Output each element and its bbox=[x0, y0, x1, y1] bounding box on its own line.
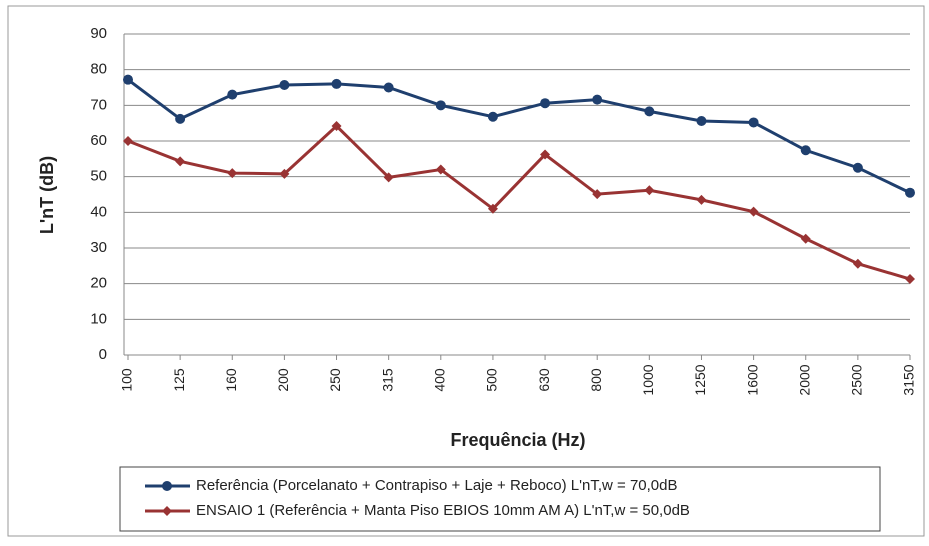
point bbox=[592, 189, 603, 200]
y-tick-label: 40 bbox=[90, 203, 107, 220]
x-tick-label: 630 bbox=[536, 368, 552, 392]
legend-label: ENSAIO 1 (Referência + Manta Piso EBIOS … bbox=[196, 502, 690, 519]
x-tick-label: 160 bbox=[223, 368, 239, 392]
point bbox=[279, 168, 290, 179]
x-tick-label: 3150 bbox=[901, 364, 917, 395]
point bbox=[487, 203, 498, 214]
y-tick-label: 50 bbox=[90, 168, 107, 185]
point bbox=[331, 78, 342, 89]
x-tick-label: 1000 bbox=[640, 364, 656, 395]
point bbox=[162, 481, 172, 491]
y-axis-title: L'nT (dB) bbox=[37, 156, 57, 234]
point bbox=[905, 187, 915, 198]
x-tick-label: 1600 bbox=[744, 364, 760, 395]
point bbox=[487, 111, 498, 122]
y-tick-label: 90 bbox=[90, 25, 107, 42]
point bbox=[800, 145, 811, 156]
point bbox=[905, 274, 915, 285]
x-tick-label: 125 bbox=[171, 368, 187, 392]
x-axis-title: Frequência (Hz) bbox=[450, 430, 585, 450]
x-tick-label: 315 bbox=[379, 368, 395, 392]
point bbox=[696, 116, 707, 127]
point bbox=[175, 156, 186, 167]
point bbox=[592, 94, 603, 105]
point bbox=[800, 233, 811, 244]
y-tick-label: 80 bbox=[90, 61, 107, 78]
point bbox=[383, 82, 394, 93]
point bbox=[162, 506, 172, 516]
point bbox=[748, 206, 759, 217]
point bbox=[644, 106, 655, 117]
x-tick-label: 2500 bbox=[849, 364, 865, 395]
point bbox=[123, 136, 133, 146]
series-line bbox=[127, 78, 911, 195]
chart-border bbox=[7, 5, 925, 537]
x-tick-label: 1250 bbox=[692, 364, 708, 395]
x-tick-label: 200 bbox=[275, 368, 291, 392]
y-tick-label: 60 bbox=[90, 132, 107, 149]
y-tick-label: 20 bbox=[90, 275, 107, 292]
x-tick-label: 2000 bbox=[796, 364, 812, 395]
point bbox=[279, 80, 290, 91]
point bbox=[227, 89, 238, 100]
point bbox=[696, 194, 707, 205]
point bbox=[331, 121, 342, 132]
x-tick-label: 250 bbox=[327, 368, 343, 392]
y-tick-label: 70 bbox=[90, 96, 107, 113]
x-tick-label: 500 bbox=[484, 368, 500, 392]
point bbox=[435, 164, 446, 175]
legend-box bbox=[119, 466, 881, 532]
x-tick-label: 100 bbox=[119, 368, 135, 392]
point bbox=[540, 149, 551, 160]
y-tick-label: 10 bbox=[90, 310, 107, 327]
point bbox=[852, 162, 863, 173]
point bbox=[175, 113, 186, 124]
point bbox=[852, 258, 863, 269]
point bbox=[644, 185, 655, 196]
point bbox=[227, 168, 238, 179]
y-tick-label: 30 bbox=[90, 239, 107, 256]
series-line bbox=[127, 123, 911, 281]
legend-label: Referência (Porcelanato + Contrapiso + L… bbox=[196, 477, 678, 494]
y-tick-label: 0 bbox=[99, 346, 107, 363]
point bbox=[540, 98, 551, 109]
x-tick-label: 400 bbox=[432, 368, 448, 392]
x-tick-label: 800 bbox=[588, 368, 604, 392]
point bbox=[435, 100, 446, 111]
point bbox=[383, 172, 394, 183]
point bbox=[123, 74, 133, 85]
point bbox=[748, 117, 759, 128]
